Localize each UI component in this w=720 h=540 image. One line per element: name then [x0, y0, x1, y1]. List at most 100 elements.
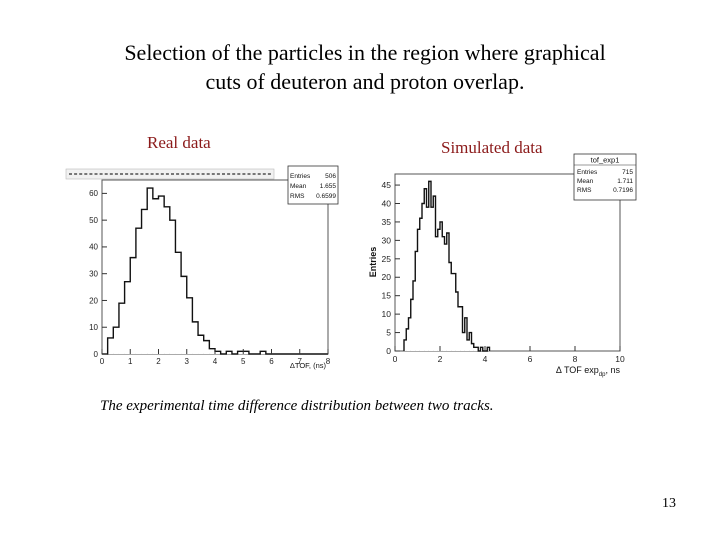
right-bar-15 — [437, 229, 440, 351]
right-x-tick-label: 4 — [483, 354, 488, 364]
right-stats-key: RMS — [577, 187, 592, 194]
left-stats-value: 1.655 — [320, 183, 337, 190]
left-bar-24 — [237, 351, 244, 354]
right-y-axis-title: Entries — [368, 247, 378, 278]
right-stats-key: Mean — [577, 178, 594, 185]
right-stats-box — [573, 153, 637, 201]
right-bar-9 — [424, 188, 427, 351]
left-stats-value: 506 — [325, 173, 336, 180]
left-header-strip-mark — [69, 173, 72, 175]
left-stats-value: 0.6599 — [316, 193, 336, 200]
right-bar-17 — [442, 236, 445, 351]
left-bar-8 — [147, 188, 153, 354]
left-header-strip-mark — [99, 173, 103, 175]
right-bar-21 — [451, 273, 454, 351]
right-bar-31 — [473, 347, 476, 351]
left-bar-1 — [107, 337, 114, 354]
left-y-tick-label: 60 — [89, 189, 98, 198]
right-bar-7 — [419, 218, 422, 351]
left-header-strip-mark — [165, 173, 169, 175]
left-bar-19 — [209, 348, 215, 354]
right-bar-8 — [422, 203, 425, 351]
left-header-strip-mark — [74, 173, 78, 175]
left-header-strip-mark — [242, 173, 246, 175]
right-x-axis-title: Δ TOF expdp, ns — [556, 365, 621, 378]
left-y-tick-label: 40 — [89, 243, 98, 252]
left-bar-3 — [118, 303, 125, 354]
left-header-strip-mark — [171, 173, 174, 175]
right-y-tick-label: 20 — [382, 272, 392, 282]
left-x-tick-label: 7 — [298, 357, 303, 366]
left-header-strip-mark — [216, 173, 220, 175]
right-stats-key: Entries — [577, 169, 598, 176]
right-y-tick-label: 40 — [382, 198, 392, 208]
left-header-strip-mark — [211, 173, 215, 175]
right-bar-12 — [431, 207, 434, 351]
right-bar-4 — [413, 280, 416, 351]
right-y-tick-label: 5 — [386, 328, 391, 338]
left-bar-5 — [130, 257, 136, 354]
left-y-tick-label: 10 — [89, 323, 98, 332]
left-header-strip — [65, 168, 275, 180]
right-stats-header: tof_exp1 — [591, 156, 620, 165]
right-y-tick-label: 45 — [382, 180, 392, 190]
right-bar-20 — [449, 262, 452, 351]
left-bar-17 — [198, 335, 204, 354]
right-bar-13 — [433, 196, 436, 351]
left-x-tick-label: 1 — [128, 357, 133, 366]
left-bar-28 — [260, 351, 266, 354]
right-bar-16 — [440, 221, 443, 351]
right-x-tick-label: 2 — [438, 354, 443, 364]
right-bar-24 — [458, 306, 461, 351]
right-bar-18 — [444, 244, 447, 351]
left-bar-12 — [169, 220, 176, 354]
slide-title-line2: cuts of deuteron and proton overlap. — [205, 69, 525, 94]
right-y-tick-label: 10 — [382, 309, 392, 319]
right-bar-5 — [415, 251, 418, 351]
right-bar-37 — [487, 347, 490, 351]
left-header-strip-mark — [191, 173, 195, 175]
left-header-strip-mark — [160, 173, 164, 175]
right-bar-26 — [462, 332, 465, 351]
left-bar-6 — [135, 228, 142, 354]
right-y-tick-label: 30 — [382, 235, 392, 245]
left-stats-key: Entries — [290, 173, 311, 180]
right-bar-6 — [417, 229, 420, 351]
left-bar-10 — [158, 196, 165, 354]
right-bar-14 — [435, 236, 438, 351]
left-header-strip-mark — [109, 173, 113, 175]
left-header-strip-mark — [252, 173, 256, 175]
left-header-strip-mark — [196, 173, 200, 175]
right-bar-10 — [426, 207, 429, 351]
left-bar-11 — [164, 206, 170, 354]
left-header-strip-mark — [257, 173, 261, 175]
slide-title-line1: Selection of the particles in the region… — [124, 40, 606, 65]
right-x-tick-label: 0 — [393, 354, 398, 364]
left-x-tick-label: 6 — [269, 357, 274, 366]
right-x-axis-title-sub: dp — [599, 372, 606, 378]
right-bar-0 — [404, 339, 407, 351]
left-histogram-line — [102, 187, 328, 355]
left-header-strip-mark — [262, 173, 266, 175]
left-header-strip-mark — [94, 173, 98, 175]
right-bar-30 — [471, 343, 474, 351]
right-stats-value: 0.7196 — [613, 187, 633, 194]
left-bar-9 — [152, 198, 159, 354]
left-stats-box — [287, 165, 339, 205]
left-bar-13 — [175, 252, 182, 354]
left-header-strip-mark — [140, 173, 144, 175]
real-data-histogram: 0 1 2 3 4 5 6 7 8 0 10 20 30 40 50 60 Entries 506 Mean 1.65… — [65, 165, 339, 370]
left-header-strip-mark — [130, 173, 134, 175]
right-bar-29 — [469, 332, 472, 351]
left-header-strip-mark — [104, 173, 108, 175]
right-stats-value: 715 — [622, 169, 633, 176]
left-header-strip-mark — [181, 173, 185, 175]
left-bar-20 — [215, 351, 221, 354]
left-header-strip-mark — [150, 173, 154, 175]
right-bar-34 — [480, 347, 483, 351]
right-bar-27 — [464, 317, 467, 351]
left-y-tick-label: 0 — [94, 350, 99, 359]
page-number: 13 — [662, 496, 676, 511]
right-bar-1 — [406, 328, 409, 351]
left-header-strip-mark — [222, 173, 225, 175]
